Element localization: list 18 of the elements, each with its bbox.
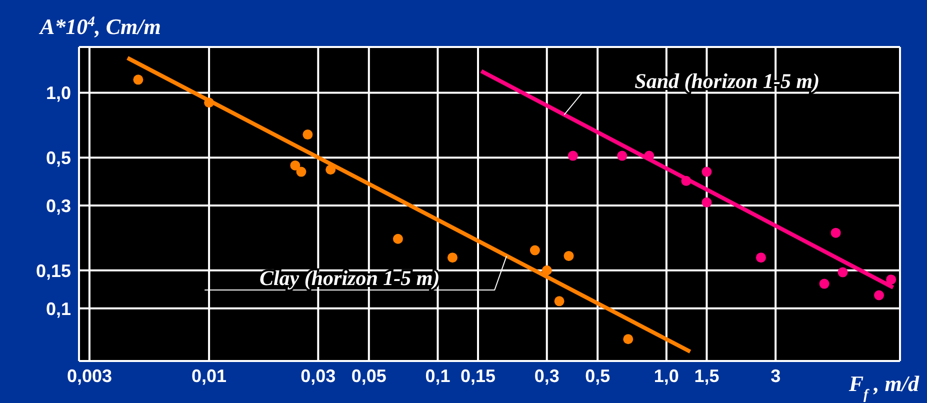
x-tick-label: 0,05 — [351, 366, 386, 386]
x-tick-label: 0,1 — [425, 366, 450, 386]
y-tick-label: 0,1 — [46, 298, 71, 319]
y-tick-label: 0,3 — [46, 196, 71, 216]
x-tick-label: 3 — [770, 366, 781, 386]
x-axis-title: F$_{f}$ , m/d — [848, 371, 920, 403]
y-tick-label: 1,0 — [46, 83, 71, 104]
x-tick-label: 0,01 — [192, 366, 227, 386]
x-tick-label: 1,0 — [654, 366, 679, 386]
y-axis-title: A*10$^{4}$, Cm/m — [38, 14, 161, 39]
x-tick-label: 0,3 — [534, 366, 560, 386]
x-tick-label: 0,15 — [460, 366, 496, 386]
y-tick-label: 0,15 — [36, 260, 71, 281]
y-tick-label: 0,5 — [46, 148, 71, 168]
x-tick-label: 1,5 — [694, 366, 720, 386]
x-tick-label: 0,003 — [66, 366, 112, 386]
x-tick-label: 0,5 — [585, 366, 610, 386]
x-tick-label: 0,03 — [300, 366, 336, 386]
